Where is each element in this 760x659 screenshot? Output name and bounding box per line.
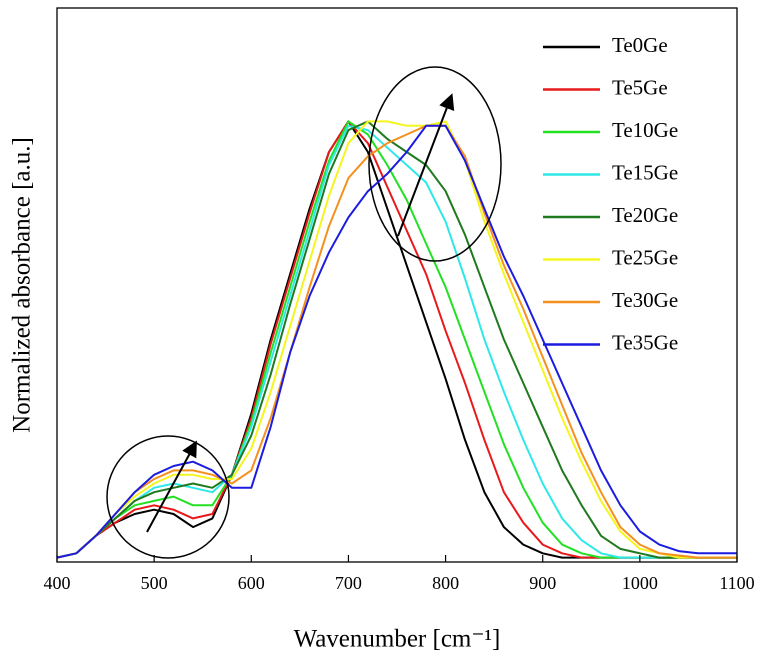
x-tick-label: 800 — [432, 573, 459, 593]
y-axis-label: Normalized absorbance [a.u.] — [9, 137, 36, 433]
highlight-circle — [368, 66, 502, 262]
legend-label: Te35Ge — [612, 330, 678, 354]
x-tick-label: 700 — [335, 573, 362, 593]
legend-label: Te20Ge — [612, 203, 678, 227]
legend-label: Te0Ge — [612, 33, 668, 57]
plot-frame — [56, 7, 738, 563]
x-tick-label: 1000 — [622, 573, 658, 593]
data-line — [56, 124, 737, 559]
trend-arrow — [146, 440, 197, 533]
x-axis-label: Wavenumber [cm⁻¹] — [294, 626, 501, 653]
x-tick-label: 1100 — [719, 573, 754, 593]
x-tick-label: 900 — [529, 573, 556, 593]
x-tick-label: 500 — [141, 573, 168, 593]
x-tick-label: 400 — [44, 573, 71, 593]
legend-label: Te15Ge — [612, 160, 678, 184]
legend-label: Te25Ge — [612, 245, 678, 269]
highlight-circle — [106, 435, 230, 559]
data-line — [56, 124, 737, 559]
data-line — [56, 124, 737, 559]
x-tick-label: 600 — [238, 573, 265, 593]
legend-label: Te30Ge — [612, 288, 678, 312]
trend-arrow — [397, 93, 455, 237]
data-line — [56, 120, 737, 559]
legend-label: Te10Ge — [612, 118, 678, 142]
legend-label: Te5Ge — [612, 75, 668, 99]
